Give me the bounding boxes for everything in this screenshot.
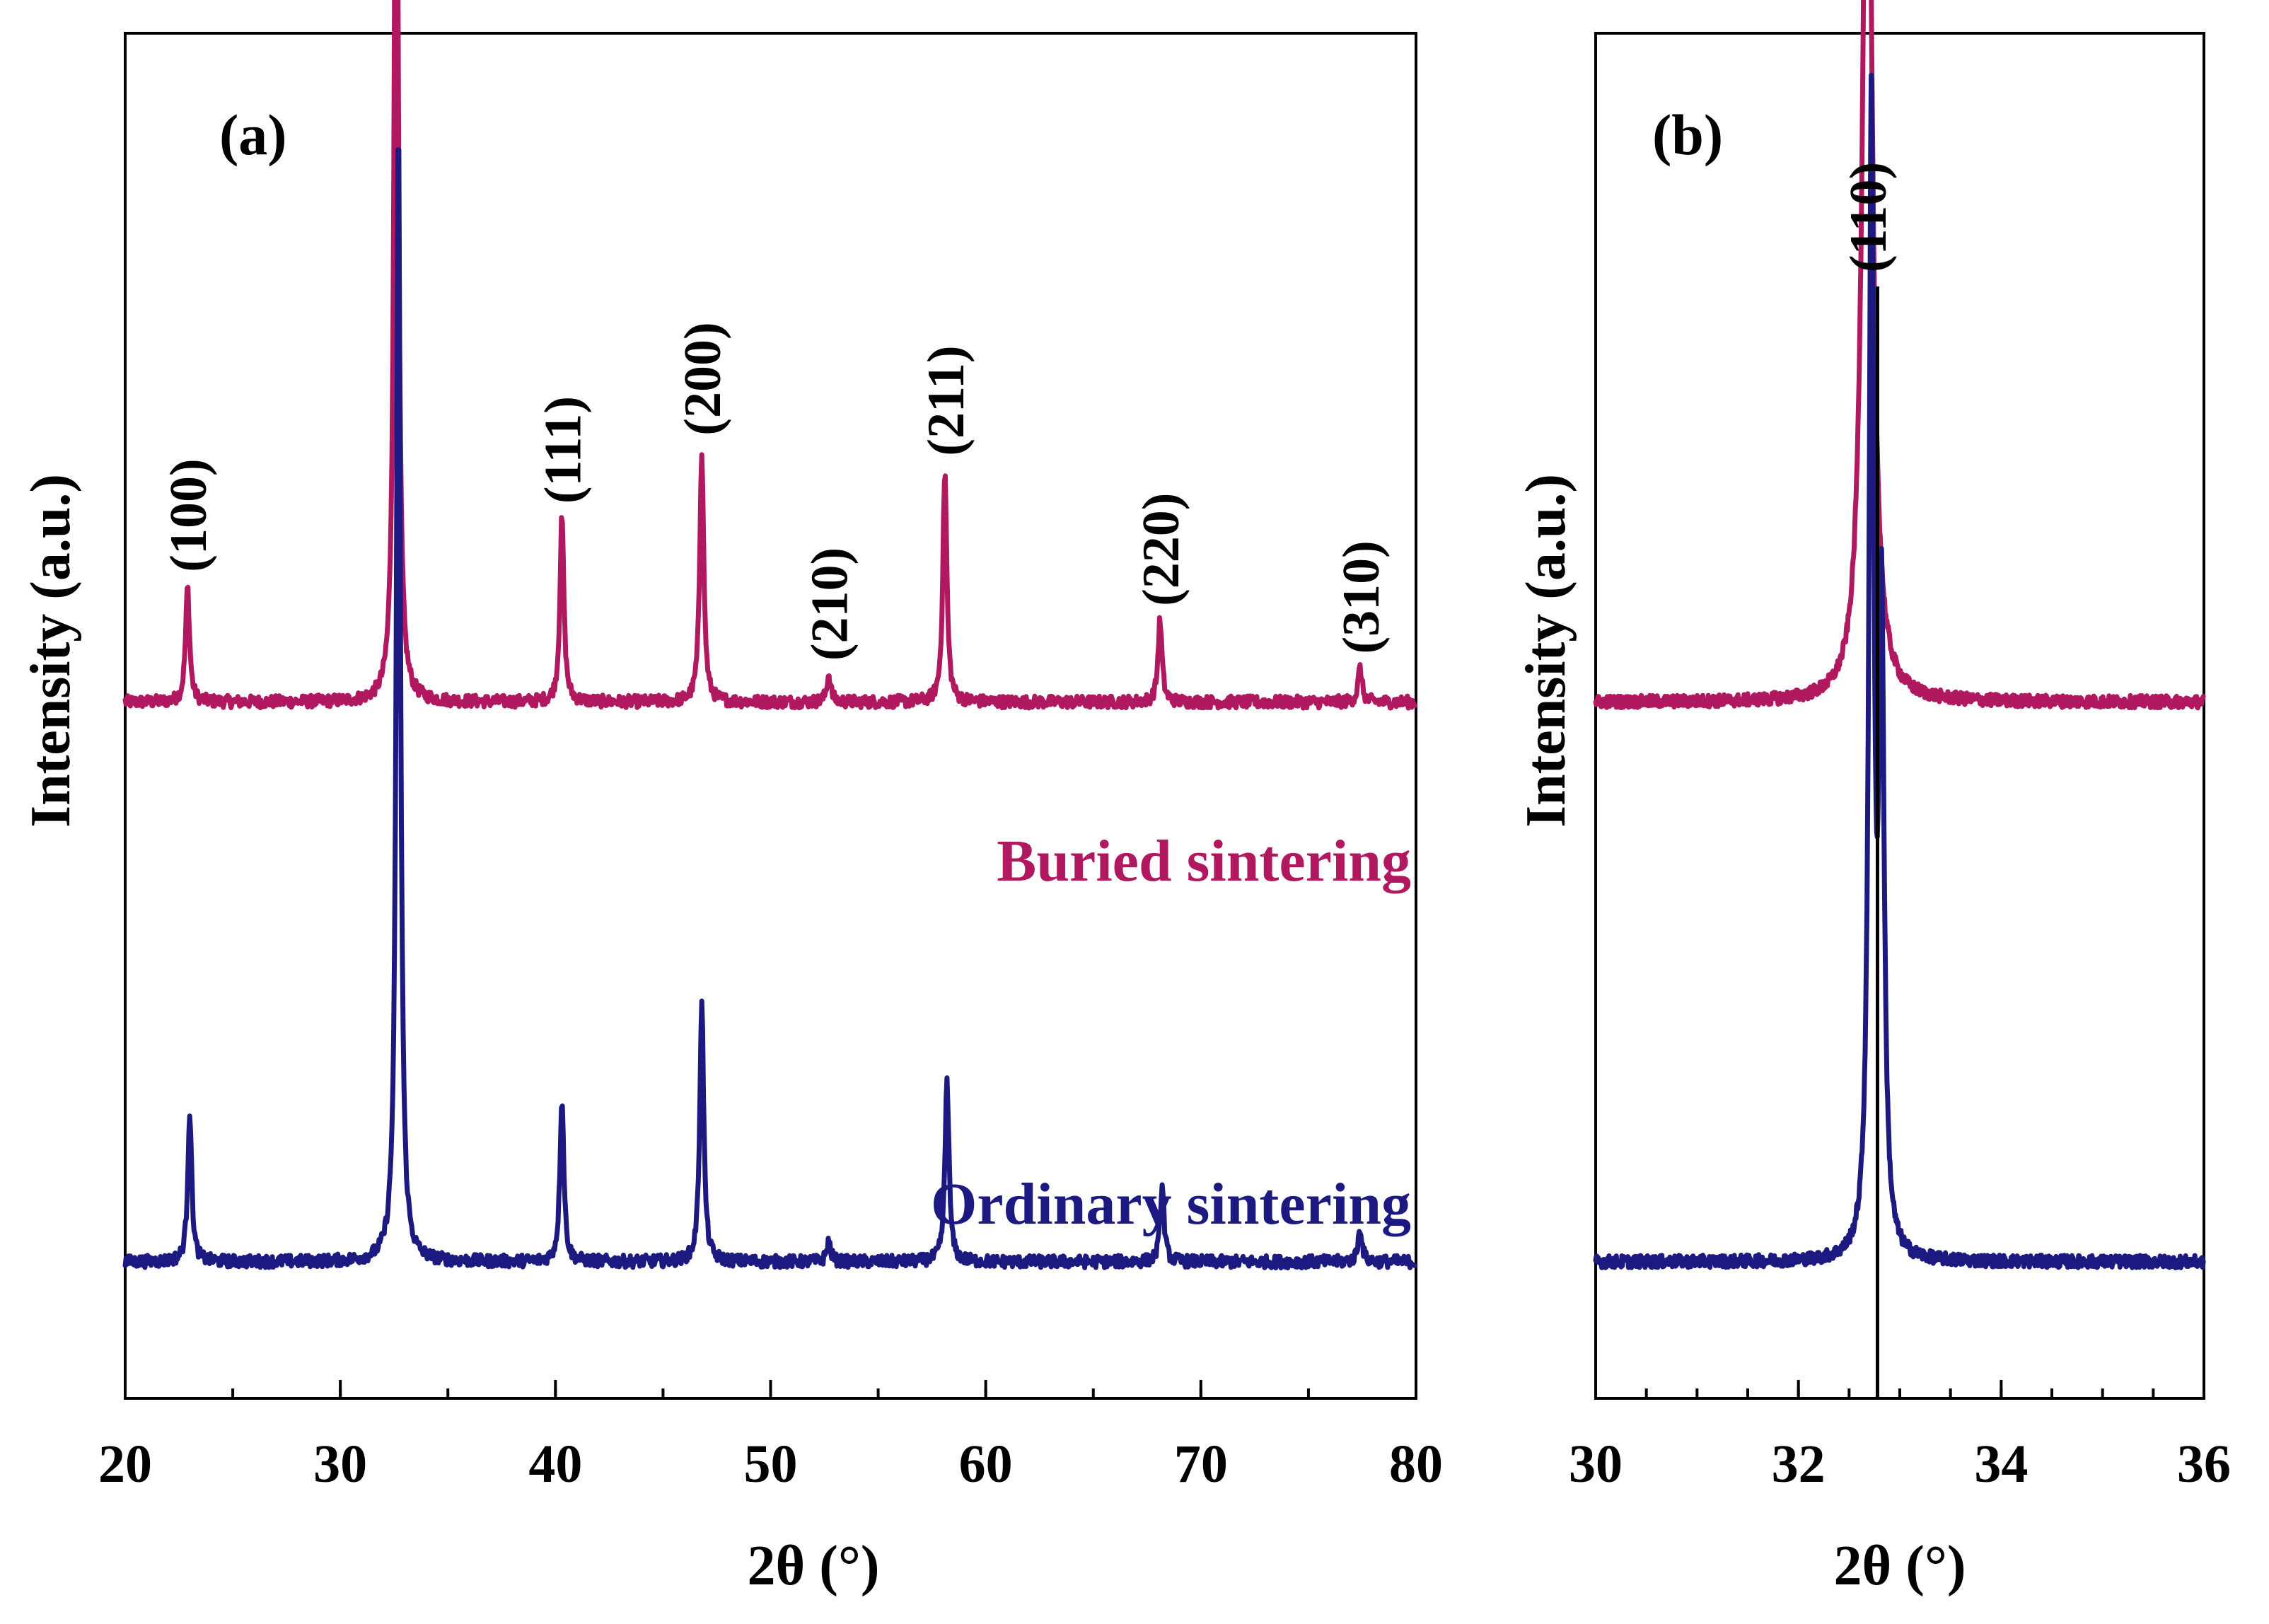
panel-b-peak-labels: (110) (1840, 162, 1898, 272)
panel-b-traces (1593, 0, 2206, 1398)
x-tick-label: 70 (1174, 1434, 1228, 1494)
legend-label-buried-sintering: Buried sintering (997, 828, 1411, 894)
panel-a-peak-labels: (100)(110)(111)(200)(210)(211)(220)(310) (160, 322, 1391, 661)
panel-a-x-ticks: 20 30 40 50 60 70 80 (98, 1380, 1443, 1494)
peak-label-220: (220) (1132, 493, 1190, 606)
panel-b: 30 32 34 36 (110) (b) 2θ (°) Intensity (a.u… (1515, 0, 2231, 1597)
x-tick-label: 30 (313, 1434, 367, 1494)
x-tick-label: 32 (1772, 1434, 1826, 1494)
panel-a-y-axis-title: Intensity (a.u.) (20, 474, 82, 828)
panel-b-frame (1594, 32, 2205, 1400)
x-tick-label: 34 (1974, 1434, 2028, 1494)
trace-buried-sintering (122, 0, 1418, 711)
peak-label-310: (310) (1333, 540, 1391, 654)
panel-b-x-ticks: 30 32 34 36 (1569, 1380, 2231, 1494)
peak-label-200: (200) (674, 322, 732, 435)
trace-ordinary-sintering (1593, 72, 2206, 1270)
peak-label-111: (111) (535, 396, 593, 504)
x-tick-label: 30 (1569, 1434, 1623, 1494)
legend-label-ordinary-sintering: Ordinary sintering (931, 1171, 1411, 1237)
x-tick-label: 80 (1389, 1434, 1443, 1494)
x-tick-label: 60 (959, 1434, 1013, 1494)
x-tick-label: 40 (528, 1434, 582, 1494)
trace-buried-sintering (1593, 0, 2206, 711)
x-tick-label: 36 (2177, 1434, 2231, 1494)
peak-label-210: (210) (801, 547, 859, 661)
panel-b-label: (b) (1652, 103, 1723, 167)
panel-b-y-axis-title: Intensity (a.u.) (1515, 474, 1577, 828)
panel-a-traces (122, 0, 1418, 1270)
panel-b-x-axis-title: 2θ (°) (1833, 1535, 1966, 1597)
peak-label-110: (110) (1840, 162, 1898, 272)
x-tick-label: 20 (98, 1434, 152, 1494)
peak-label-100: (100) (160, 458, 218, 572)
peak-label-211: (211) (917, 345, 975, 456)
panel-a-x-axis-title: 2θ (°) (747, 1535, 879, 1597)
panel-a-label: (a) (219, 103, 287, 167)
x-tick-label: 50 (744, 1434, 798, 1494)
trace-ordinary-sintering (122, 147, 1418, 1270)
